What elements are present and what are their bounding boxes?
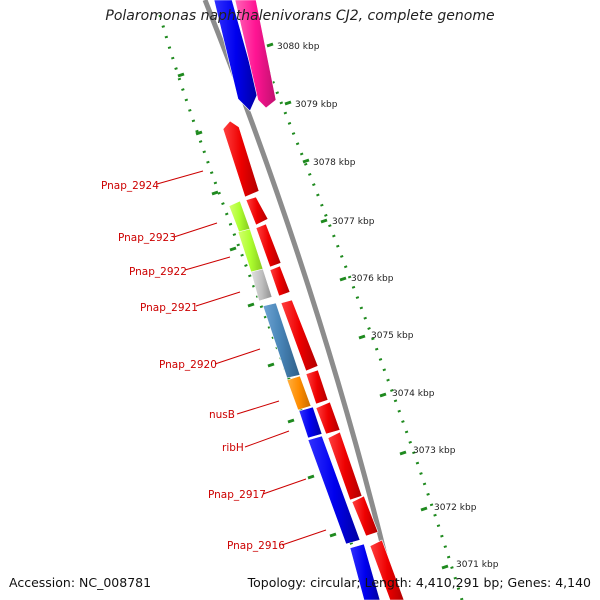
tick-3072	[420, 506, 428, 512]
gene-nusb[interactable]	[286, 375, 312, 411]
gene-red-g[interactable]	[327, 431, 363, 501]
tick-3077	[320, 218, 328, 224]
gene-label-pnap-2923: Pnap_2923	[118, 232, 176, 244]
inner-ring-ticks	[177, 72, 337, 538]
label-leaders	[156, 170, 327, 546]
inner-tick-ring	[158, 14, 374, 600]
tick-3073	[399, 450, 407, 456]
tick-3079	[284, 100, 292, 106]
gene-blue-top[interactable]	[213, 0, 259, 112]
gene-pink-top[interactable]	[234, 0, 277, 109]
gene-label-nusb: nusB	[209, 409, 235, 421]
tick-3074	[379, 392, 387, 398]
gene-pnap-2917[interactable]	[307, 435, 361, 545]
tick-label-3078: 3078 kbp	[313, 158, 356, 168]
gene-pnap-2920[interactable]	[262, 302, 301, 379]
genes	[213, 0, 405, 600]
tick-3076	[339, 276, 347, 282]
tick-label-3071: 3071 kbp	[456, 560, 499, 570]
gene-pnap-2921[interactable]	[250, 268, 273, 302]
gene-label-pnap-2924: Pnap_2924	[101, 180, 159, 192]
tick-label-3077: 3077 kbp	[332, 217, 375, 227]
tick-label-3076: 3076 kbp	[351, 274, 394, 284]
gene-pnap-2923[interactable]	[228, 200, 251, 233]
gene-label-ribh: ribH	[222, 442, 244, 454]
gene-red-a[interactable]	[245, 196, 269, 226]
tick-label-3079: 3079 kbp	[295, 100, 338, 110]
gene-ribh[interactable]	[298, 406, 323, 439]
gene-red-b[interactable]	[255, 223, 282, 268]
tick-3071	[441, 564, 449, 570]
gene-labels: Pnap_2924 Pnap_2923 Pnap_2922 Pnap_2921 …	[101, 180, 285, 552]
gene-pnap-2924[interactable]	[222, 120, 260, 198]
gene-pnap-2916[interactable]	[349, 543, 381, 600]
gene-label-pnap-2920: Pnap_2920	[159, 359, 217, 371]
gene-red-d[interactable]	[280, 299, 319, 372]
map-title: Polaromonas naphthalenivorans CJ2, compl…	[105, 8, 495, 24]
tick-label-3073: 3073 kbp	[413, 446, 456, 456]
gene-red-e[interactable]	[305, 369, 329, 405]
gene-label-pnap-2916: Pnap_2916	[227, 540, 285, 552]
gene-red-h[interactable]	[351, 495, 379, 537]
gene-label-pnap-2917: Pnap_2917	[208, 489, 266, 501]
gene-red-c[interactable]	[269, 265, 291, 297]
gene-label-pnap-2922: Pnap_2922	[129, 266, 187, 278]
genome-summary-text: Topology: circular; Length: 4,410,291 bp…	[247, 575, 591, 590]
accession-text: Accession: NC_008781	[9, 575, 152, 590]
tick-label-3074: 3074 kbp	[392, 389, 435, 399]
tick-label-3075: 3075 kbp	[371, 331, 414, 341]
gene-label-pnap-2921: Pnap_2921	[140, 302, 198, 314]
kbp-ticks: 3080 kbp 3079 kbp 3078 kbp 3077 kbp 3076…	[266, 42, 499, 570]
tick-3080	[266, 42, 274, 48]
tick-label-3072: 3072 kbp	[434, 503, 477, 513]
gene-red-i[interactable]	[369, 539, 405, 600]
tick-3075	[358, 334, 366, 340]
gene-red-f[interactable]	[315, 401, 341, 435]
tick-3078	[302, 158, 310, 164]
tick-label-3080: 3080 kbp	[277, 42, 320, 52]
